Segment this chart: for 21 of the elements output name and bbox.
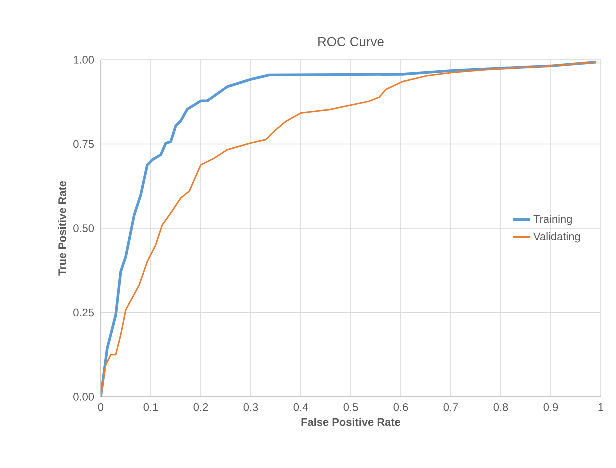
x-tick-label: 0.7	[444, 404, 458, 412]
x-tick-label: 0.4	[294, 404, 308, 412]
y-tick-label: 1.00	[74, 56, 94, 64]
y-axis-title: True Positive Rate	[58, 181, 66, 276]
legend-label: Training	[534, 215, 572, 226]
x-tick-label: 1	[598, 404, 604, 412]
x-axis-title: False Positive Rate	[302, 418, 401, 426]
y-tick-label: 0.50	[74, 224, 94, 232]
x-tick-label: 0.6	[394, 404, 408, 412]
chart-title: ROC Curve	[318, 37, 384, 47]
x-tick-label: 0.3	[244, 404, 258, 412]
y-tick-label: 0.00	[74, 393, 94, 401]
x-tick-label: 0	[98, 404, 104, 412]
x-tick-label: 0.2	[194, 404, 208, 412]
x-tick-label: 0.9	[544, 404, 558, 412]
x-tick-label: 0.5	[344, 404, 358, 412]
y-tick-label: 0.75	[74, 140, 94, 148]
x-tick-label: 0.8	[494, 404, 508, 412]
y-tick-label: 0.25	[74, 308, 94, 317]
x-tick-label: 0.1	[144, 404, 158, 412]
legend-label: Validating	[534, 232, 580, 243]
